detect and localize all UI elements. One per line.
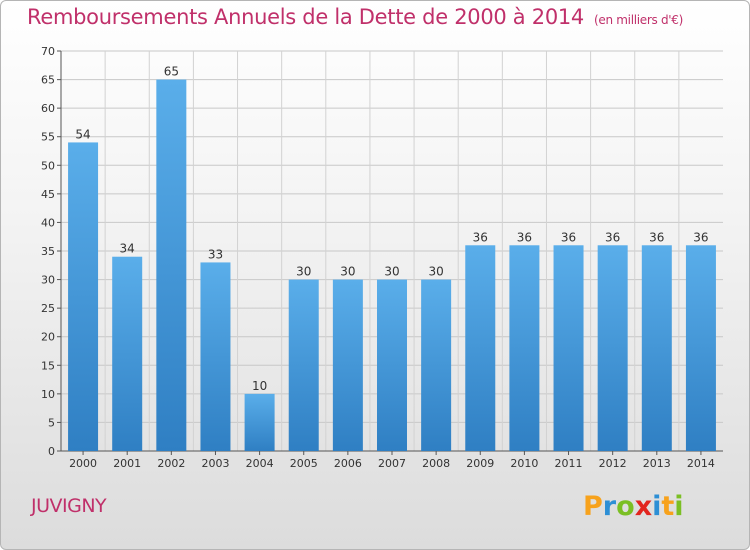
bar [112, 256, 143, 451]
chart-title: Remboursements Annuels de la Dette de 20… [27, 5, 683, 29]
logo-letter: o [616, 491, 635, 522]
x-tick-label: 2002 [157, 457, 185, 470]
y-tick-label: 30 [41, 274, 55, 287]
bar [685, 245, 716, 451]
bar [377, 279, 407, 451]
x-tick-label: 2000 [69, 457, 97, 470]
y-tick-label: 55 [41, 131, 55, 144]
chart-title-text: Remboursements Annuels de la Dette de 20… [27, 5, 584, 29]
data-label: 30 [384, 265, 399, 279]
y-tick-label: 65 [41, 74, 55, 87]
x-tick-label: 2009 [466, 457, 494, 470]
x-tick-label: 2012 [599, 457, 627, 470]
x-tick-label: 2003 [201, 457, 229, 470]
x-tick-label: 2007 [378, 457, 406, 470]
logo-letter: P [583, 491, 603, 522]
x-tick-label: 2011 [555, 457, 583, 470]
logo-letter: t [661, 491, 675, 522]
data-label: 36 [473, 230, 488, 244]
bar [465, 245, 496, 451]
y-tick-label: 15 [41, 359, 55, 372]
bar [288, 279, 319, 451]
data-label: 30 [340, 265, 355, 279]
x-tick-label: 2004 [246, 457, 274, 470]
data-label: 33 [208, 247, 223, 261]
data-label: 36 [605, 230, 620, 244]
data-label: 30 [296, 265, 311, 279]
y-tick-label: 0 [48, 445, 55, 458]
y-tick-label: 50 [41, 159, 55, 172]
y-tick-label: 5 [48, 416, 55, 429]
y-tick-label: 35 [41, 245, 55, 258]
y-tick-label: 60 [41, 102, 55, 115]
data-label: 34 [120, 242, 135, 256]
x-tick-label: 2010 [510, 457, 538, 470]
bar [200, 262, 231, 451]
x-tick-label: 2013 [643, 457, 671, 470]
bar [332, 279, 363, 451]
bar [421, 279, 452, 451]
x-tick-label: 2006 [334, 457, 362, 470]
y-tick-label: 45 [41, 188, 55, 201]
bar [244, 393, 275, 451]
bar [509, 245, 540, 451]
x-tick-label: 2005 [290, 457, 318, 470]
bar [597, 245, 628, 451]
logo-letter: x [634, 491, 653, 522]
logo-letter: i [652, 491, 662, 522]
bar [156, 79, 187, 452]
bar [68, 142, 99, 451]
bar [641, 245, 672, 451]
logo-letter: r [602, 491, 617, 522]
bars [68, 79, 716, 452]
data-labels: 54 34 65 33 10 30 30 30 30 36 36 36 36 36 36 [75, 65, 708, 393]
chart-unit: (en milliers d'€) [594, 13, 684, 27]
data-label: 36 [693, 230, 708, 244]
data-label: 30 [428, 265, 443, 279]
data-label: 10 [252, 379, 267, 393]
tick-labels: 0 5 10 15 20 25 30 35 40 45 50 55 60 65 70 2000 2001 2002… [41, 45, 715, 470]
x-tick-label: 2001 [113, 457, 141, 470]
logo-letter: i [674, 491, 684, 522]
y-tick-label: 70 [41, 45, 55, 58]
proxiti-logo: Proxiti [583, 491, 684, 522]
y-tick-label: 10 [41, 388, 55, 401]
data-label: 36 [649, 230, 664, 244]
y-tick-label: 20 [41, 331, 55, 344]
x-tick-label: 2014 [687, 457, 715, 470]
commune-name: JUVIGNY [31, 495, 107, 517]
y-tick-label: 25 [41, 302, 55, 315]
data-label: 36 [517, 230, 532, 244]
bar [553, 245, 584, 451]
y-tick-label: 40 [41, 216, 55, 229]
data-label: 65 [164, 65, 179, 79]
data-label: 36 [561, 230, 576, 244]
data-label: 54 [75, 127, 90, 141]
x-tick-label: 2008 [422, 457, 450, 470]
